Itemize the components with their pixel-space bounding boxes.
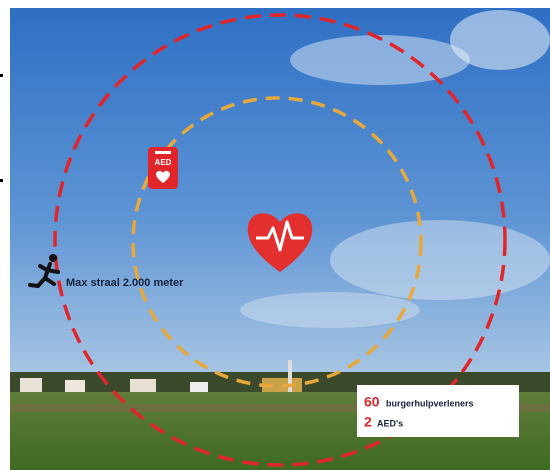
infographic: AED Max straal 2.000 meter 60 burgerhulp…: [0, 0, 550, 470]
radius-label: Max straal 2.000 meter: [66, 277, 184, 289]
stat-label: AED's: [377, 418, 403, 428]
aed-icon: AED: [148, 147, 178, 189]
aed-icon-label: AED: [155, 158, 172, 167]
stat-label: burgerhulpverleners: [386, 398, 474, 408]
stat-count: 60: [364, 394, 380, 410]
stat-count: 2: [364, 414, 372, 430]
stats-box: 60 burgerhulpverleners 2 AED's: [357, 385, 519, 437]
